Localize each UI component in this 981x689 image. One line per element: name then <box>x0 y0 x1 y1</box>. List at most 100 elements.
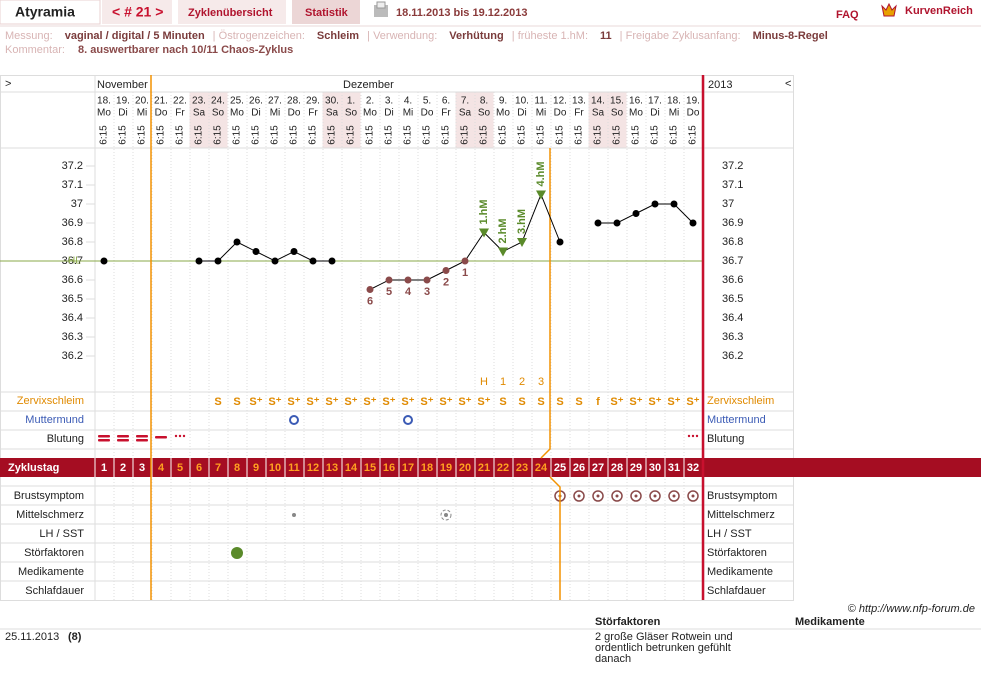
info-label: Östrogenzeichen: <box>219 30 305 42</box>
day-number: 11. <box>534 96 547 107</box>
y-tick-label: 36.5 <box>722 293 743 305</box>
cycle-bar <box>0 458 981 477</box>
y-tick-label: 36.8 <box>62 236 83 248</box>
separator: | <box>620 30 623 42</box>
cervix <box>403 415 413 425</box>
mucus: S <box>556 396 563 408</box>
tab-label[interactable]: Zyklenübersicht <box>188 7 273 19</box>
weekday: Mi <box>403 108 414 119</box>
separator: | <box>213 30 216 42</box>
cycle-day: 6 <box>196 462 202 474</box>
cycle-day: 32 <box>687 462 699 474</box>
y-tick-label: 36.2 <box>722 350 743 362</box>
cycle-day: 19 <box>440 462 452 474</box>
day-number: 8. <box>480 96 488 107</box>
y-tick-label: 36.6 <box>722 274 743 286</box>
comment-label: Kommentar: <box>5 44 65 56</box>
day-number: 15. <box>610 96 624 107</box>
row-label: Brustsymptom <box>707 490 777 502</box>
month: Dezember <box>343 79 394 91</box>
breast <box>615 494 619 498</box>
logo[interactable]: KurvenReich <box>905 5 973 17</box>
mucus: S⁺ <box>363 396 376 408</box>
info-value: vaginal / digital / 5 Minuten <box>65 30 205 42</box>
weekday: Fr <box>441 108 451 119</box>
cycle-day: 24 <box>535 462 548 474</box>
y-tick-label: 36.2 <box>62 350 83 362</box>
time: 6:15 <box>346 125 357 145</box>
day-number: 13. <box>572 96 586 107</box>
time: 6:15 <box>688 125 699 145</box>
breast <box>577 494 581 498</box>
temp-point <box>290 248 298 255</box>
mucus: S <box>518 396 525 408</box>
mucus: S⁺ <box>287 396 300 408</box>
peak-label: 3 <box>538 376 544 388</box>
low-label: 2 <box>443 276 449 288</box>
day-number: 7. <box>461 96 469 107</box>
time: 6:15 <box>517 125 528 145</box>
cycle-nav[interactable]: < # 21 > <box>112 4 163 20</box>
info-value: Verhütung <box>449 30 503 42</box>
temp-point <box>195 257 203 265</box>
day-number: 17. <box>648 96 662 107</box>
y-tick-label: 36.8 <box>722 236 743 248</box>
breast <box>653 494 657 498</box>
time: 6:15 <box>365 125 376 145</box>
month: November <box>97 79 148 91</box>
mucus: S⁺ <box>686 396 699 408</box>
separator: | <box>512 30 515 42</box>
weekday: Do <box>421 108 434 119</box>
cycle-day: 30 <box>649 462 661 474</box>
cycle-day: 14 <box>345 462 358 474</box>
weekday: Mi <box>536 108 547 119</box>
day-number: 19. <box>686 96 700 107</box>
entry-day: (8) <box>68 631 82 643</box>
pain <box>292 513 296 517</box>
day-number: 23. <box>192 96 206 107</box>
weekday: Mi <box>669 108 680 119</box>
row-label: Medikamente <box>707 566 773 578</box>
temp-point <box>385 276 393 284</box>
temp-point <box>271 257 279 265</box>
faq-link[interactable]: FAQ <box>836 9 859 21</box>
weekday: Sa <box>326 108 339 119</box>
y-tick-label: 36.9 <box>722 217 743 229</box>
day-number: 3. <box>385 96 393 107</box>
hm-label: 4.hM <box>535 161 547 186</box>
mucus: S <box>537 396 544 408</box>
mucus: S⁺ <box>249 396 262 408</box>
row-label: Zervixschleim <box>707 395 774 407</box>
weekday: Di <box>517 108 526 119</box>
day-number: 16. <box>629 96 643 107</box>
hm-point <box>517 238 527 247</box>
row-label: Muttermund <box>25 414 84 426</box>
cycle-day: 15 <box>364 462 376 474</box>
weekday: Fr <box>175 108 185 119</box>
temp-point <box>404 276 412 284</box>
print-icon[interactable] <box>374 1 388 17</box>
cycle-tab[interactable] <box>102 0 172 24</box>
tab-label[interactable]: Statistik <box>305 7 349 19</box>
day-number: 19. <box>116 96 130 107</box>
mucus: S <box>233 396 240 408</box>
breast <box>596 494 600 498</box>
time: 6:15 <box>555 125 566 145</box>
weekday: Do <box>155 108 168 119</box>
cycle-day: 2 <box>120 462 126 474</box>
user-name: Atyramia <box>15 4 75 20</box>
time: 6:15 <box>232 125 243 145</box>
temp-point <box>328 257 336 265</box>
day-number: 18. <box>97 96 111 107</box>
day-number: 20. <box>135 96 149 107</box>
cycle-day: 28 <box>611 462 623 474</box>
time: 6:15 <box>251 125 262 145</box>
nav: < <box>785 78 791 90</box>
col-header: Medikamente <box>795 616 865 628</box>
row-label: Mittelschmerz <box>16 509 84 521</box>
tab[interactable] <box>178 0 286 24</box>
cycle-day: 11 <box>288 462 300 474</box>
mucus: S <box>499 396 506 408</box>
tab[interactable] <box>292 0 360 24</box>
time: 6:15 <box>213 125 224 145</box>
